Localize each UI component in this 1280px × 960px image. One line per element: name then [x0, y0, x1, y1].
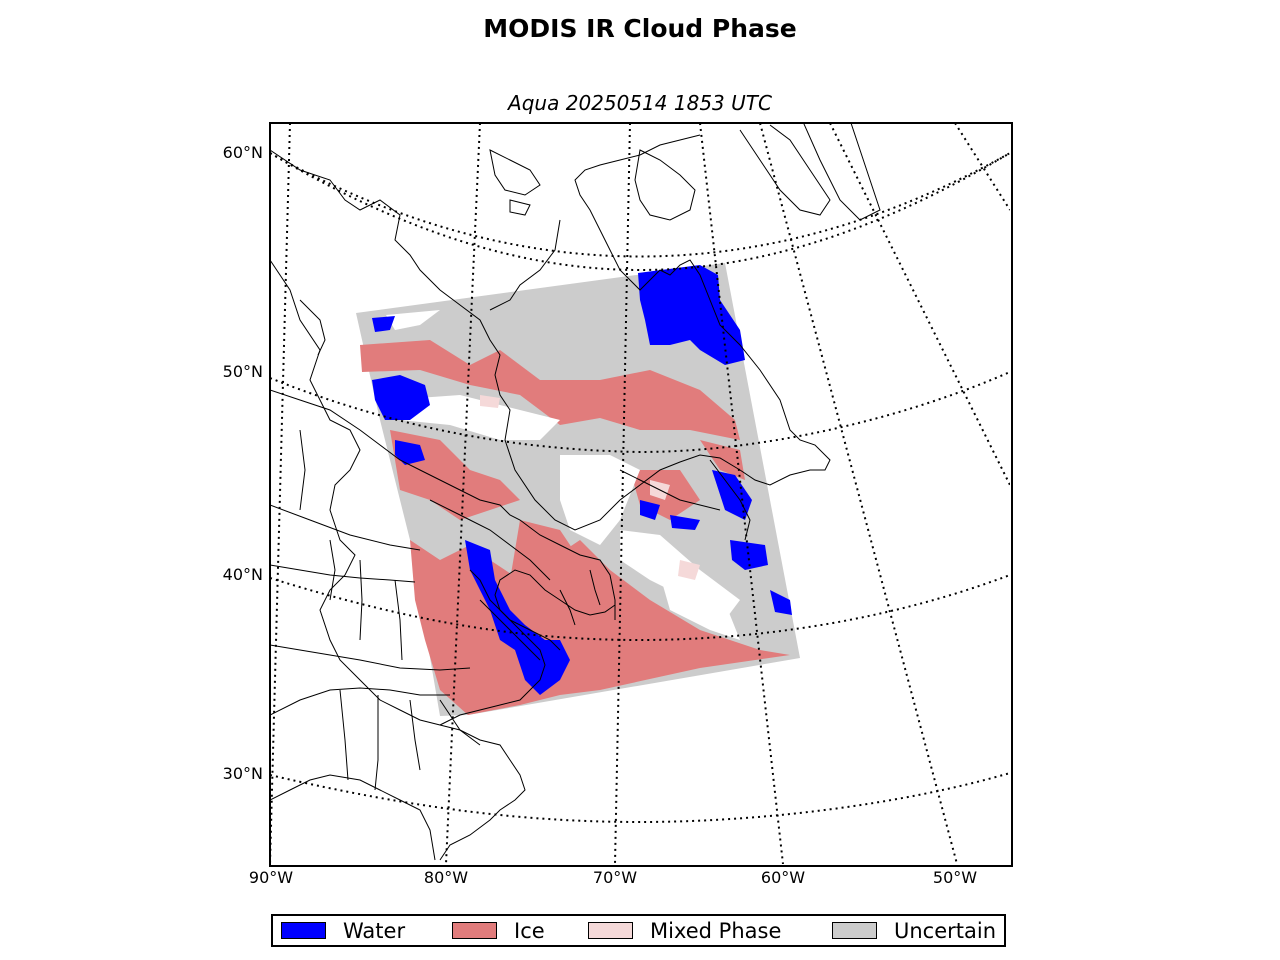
map-svg	[270, 123, 1010, 864]
legend: Water Ice Mixed Phase Uncertain	[271, 914, 1006, 947]
coastlines	[270, 123, 881, 861]
chart-title: MODIS IR Cloud Phase	[483, 14, 797, 43]
lat-label-40: 40°N	[222, 565, 263, 584]
lon-label-50: 50°W	[932, 868, 978, 887]
lat-label-30: 30°N	[222, 764, 263, 783]
legend-item-uncertain: Uncertain	[832, 916, 996, 945]
lon-label-60: 60°W	[760, 868, 806, 887]
legend-label-ice: Ice	[514, 918, 545, 943]
lon-label-90: 90°W	[248, 868, 294, 887]
lat-label-60: 60°N	[222, 143, 263, 162]
legend-label-mixed: Mixed Phase	[650, 918, 782, 943]
map-area	[270, 123, 1010, 864]
legend-swatch-water	[281, 922, 326, 939]
lat-label-50: 50°N	[222, 362, 263, 381]
graticule	[270, 123, 1010, 864]
legend-item-ice: Ice	[452, 916, 545, 945]
legend-swatch-mixed	[588, 922, 633, 939]
legend-swatch-uncertain	[832, 922, 877, 939]
water-regions	[372, 265, 792, 695]
lon-label-80: 80°W	[423, 868, 469, 887]
chart-subtitle: Aqua 20250514 1853 UTC	[508, 91, 772, 115]
legend-item-mixed: Mixed Phase	[588, 916, 781, 945]
legend-item-water: Water	[281, 916, 405, 945]
legend-label-uncertain: Uncertain	[894, 918, 997, 943]
lon-label-70: 70°W	[592, 868, 638, 887]
ice-regions	[360, 340, 790, 715]
legend-swatch-ice	[452, 922, 497, 939]
political-borders	[270, 389, 616, 791]
legend-label-water: Water	[343, 918, 406, 943]
